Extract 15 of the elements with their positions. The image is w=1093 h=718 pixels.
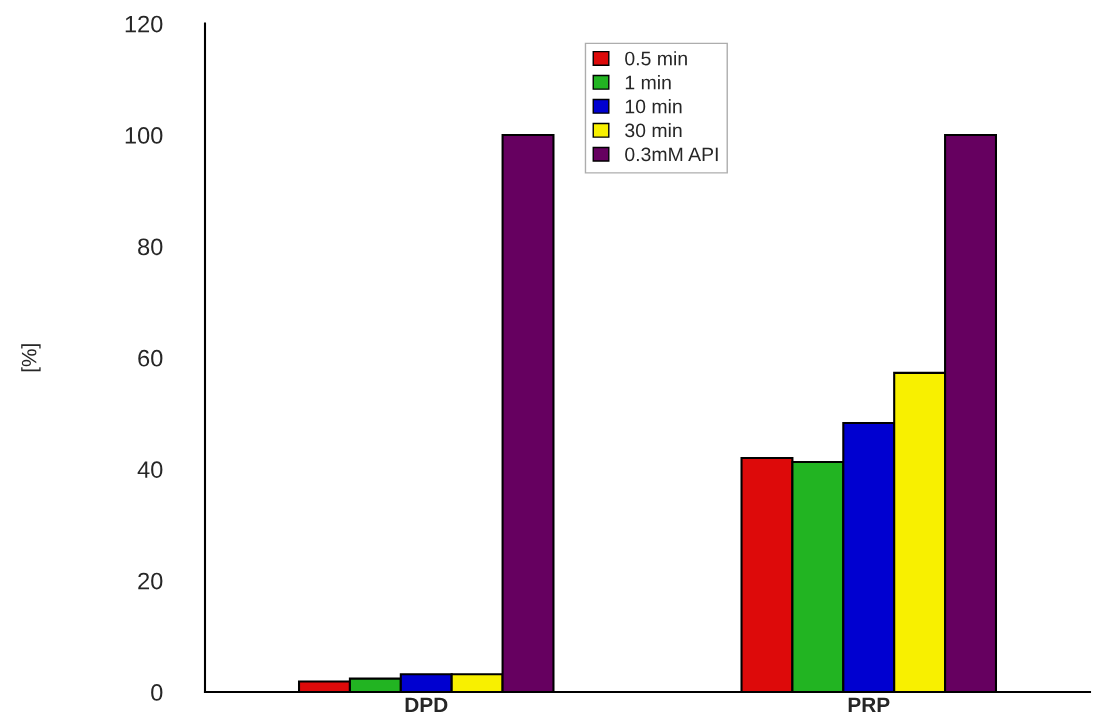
y-tick-label: 100 (125, 127, 163, 144)
y-tick-label: 0 (151, 684, 163, 701)
y-tick-label: 40 (137, 461, 163, 478)
legend-label: 10 min (625, 99, 682, 114)
y-tick-label: 20 (138, 572, 163, 590)
y-tick-label: 80 (138, 238, 163, 256)
y-axis-title: [%] (21, 344, 41, 372)
legend-label: 1 min (625, 75, 671, 90)
x-tick-label: DPD (405, 697, 448, 712)
legend-label: 0.3mM API (625, 147, 718, 162)
y-tick-label: 60 (138, 349, 163, 367)
x-tick-label: PRP (848, 697, 890, 712)
y-tick-label: 120 (125, 15, 163, 33)
legend-label: 0.5 min (625, 51, 687, 66)
legend-label: 30 min (625, 123, 682, 138)
